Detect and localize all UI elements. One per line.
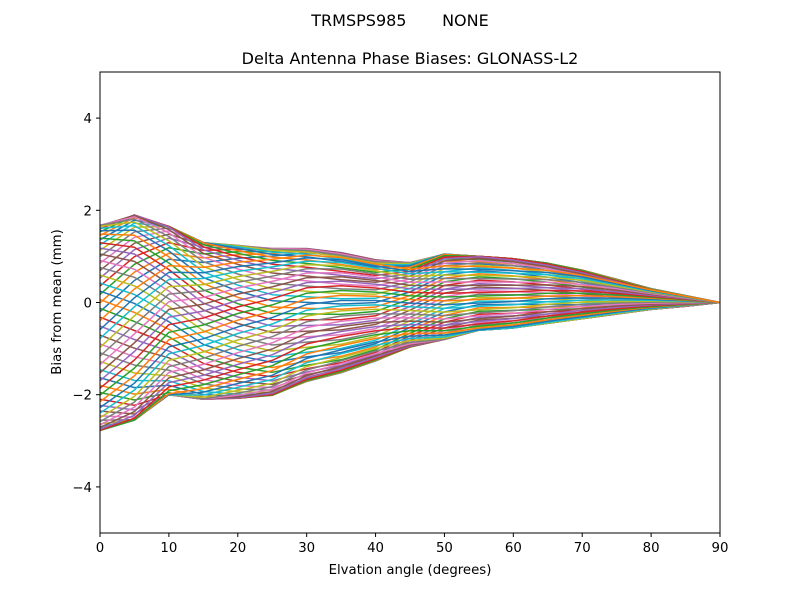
series-lines <box>100 214 720 432</box>
x-tick-label: 90 <box>712 541 729 556</box>
y-axis-label: Bias from mean (mm) <box>50 229 65 375</box>
azimuth-series-line <box>100 267 720 357</box>
y-tick-label: 0 <box>84 297 92 312</box>
y-tick-label: 4 <box>84 112 92 127</box>
azimuth-series-line <box>100 260 720 340</box>
x-tick-label: 20 <box>229 541 246 556</box>
azimuth-series-line <box>100 289 720 396</box>
x-tick-label: 0 <box>96 541 104 556</box>
azimuth-series-line <box>100 254 720 322</box>
azimuth-series-line <box>100 271 720 366</box>
azimuth-series-line <box>100 299 720 414</box>
chart-title: Delta Antenna Phase Biases: GLONASS-L2 <box>242 49 579 68</box>
y-axis: −4 −2 0 2 4 <box>72 112 100 496</box>
y-tick-label: −4 <box>72 481 92 496</box>
azimuth-series-line <box>100 284 720 389</box>
x-tick-label: 70 <box>574 541 591 556</box>
azimuth-series-line <box>100 301 720 429</box>
figure-suptitle: TRMSPS985 NONE <box>310 11 488 30</box>
azimuth-series-line <box>100 301 720 431</box>
y-tick-label: 2 <box>84 204 92 219</box>
x-tick-label: 40 <box>367 541 384 556</box>
x-tick-label: 60 <box>505 541 522 556</box>
x-tick-label: 30 <box>298 541 315 556</box>
y-tick-label: −2 <box>72 389 92 404</box>
azimuth-series-line <box>100 263 720 348</box>
x-tick-label: 80 <box>643 541 660 556</box>
azimuth-series-line <box>100 280 720 382</box>
azimuth-series-line <box>100 300 720 419</box>
azimuth-series-line <box>100 301 720 426</box>
x-tick-label: 50 <box>436 541 453 556</box>
plot-area <box>99 71 721 534</box>
azimuth-series-line <box>100 294 720 403</box>
azimuth-series-line <box>100 301 720 423</box>
x-tick-label: 10 <box>160 541 177 556</box>
azimuth-series-line <box>100 301 720 428</box>
azimuth-series-line <box>100 257 720 331</box>
azimuth-series-line <box>100 297 720 409</box>
azimuth-series-line <box>100 301 720 432</box>
azimuth-series-line <box>100 301 720 432</box>
azimuth-series-line <box>100 301 720 430</box>
azimuth-series-line <box>100 301 720 430</box>
azimuth-series-line <box>100 276 720 374</box>
x-axis-label: Elvation angle (degrees) <box>329 563 492 578</box>
x-axis: 0 10 20 30 40 50 60 70 80 90 <box>96 533 729 556</box>
